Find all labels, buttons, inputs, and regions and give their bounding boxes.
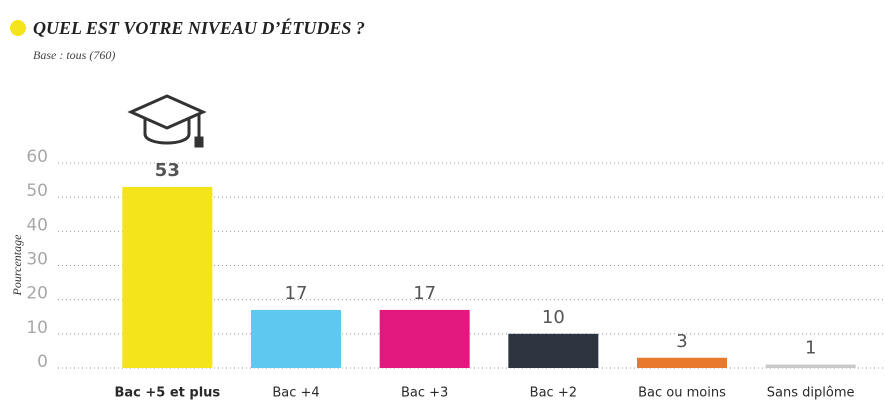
bar xyxy=(508,333,599,368)
data-label: 10 xyxy=(542,307,565,328)
x-tick-label: Bac +3 xyxy=(401,386,448,401)
y-tick-label: 40 xyxy=(26,215,48,235)
bar xyxy=(637,357,727,368)
data-label: 1 xyxy=(805,338,816,359)
y-tick-label: 30 xyxy=(26,250,48,270)
y-tick-label: 0 xyxy=(37,352,48,372)
y-tick-label: 60 xyxy=(26,147,48,167)
chart-title: QUEL EST VOTRE NIVEAU D’ÉTUDES ? xyxy=(33,17,365,38)
y-tick-label: 10 xyxy=(26,318,48,338)
graduation-cap-icon xyxy=(127,94,207,148)
title-dot xyxy=(10,20,26,36)
data-label: 17 xyxy=(285,283,308,304)
x-tick-label: Sans diplôme xyxy=(767,386,855,401)
bar xyxy=(379,309,470,368)
data-label: 3 xyxy=(676,331,687,352)
x-tick-label: Bac +4 xyxy=(272,386,319,401)
x-tick-label: Bac +2 xyxy=(530,386,577,401)
x-tick-label: Bac +5 et plus xyxy=(114,386,220,401)
bar xyxy=(765,364,856,368)
y-tick-label: 50 xyxy=(26,181,48,201)
data-label: 53 xyxy=(155,160,180,181)
data-label: 17 xyxy=(413,283,436,304)
y-axis-label: Pourcentage xyxy=(10,234,24,297)
bar xyxy=(122,186,213,368)
chart-subtitle: Base : tous (760) xyxy=(33,48,115,62)
bar xyxy=(251,309,341,368)
x-tick-label: Bac ou moins xyxy=(638,386,726,401)
y-tick-label: 20 xyxy=(26,284,48,304)
